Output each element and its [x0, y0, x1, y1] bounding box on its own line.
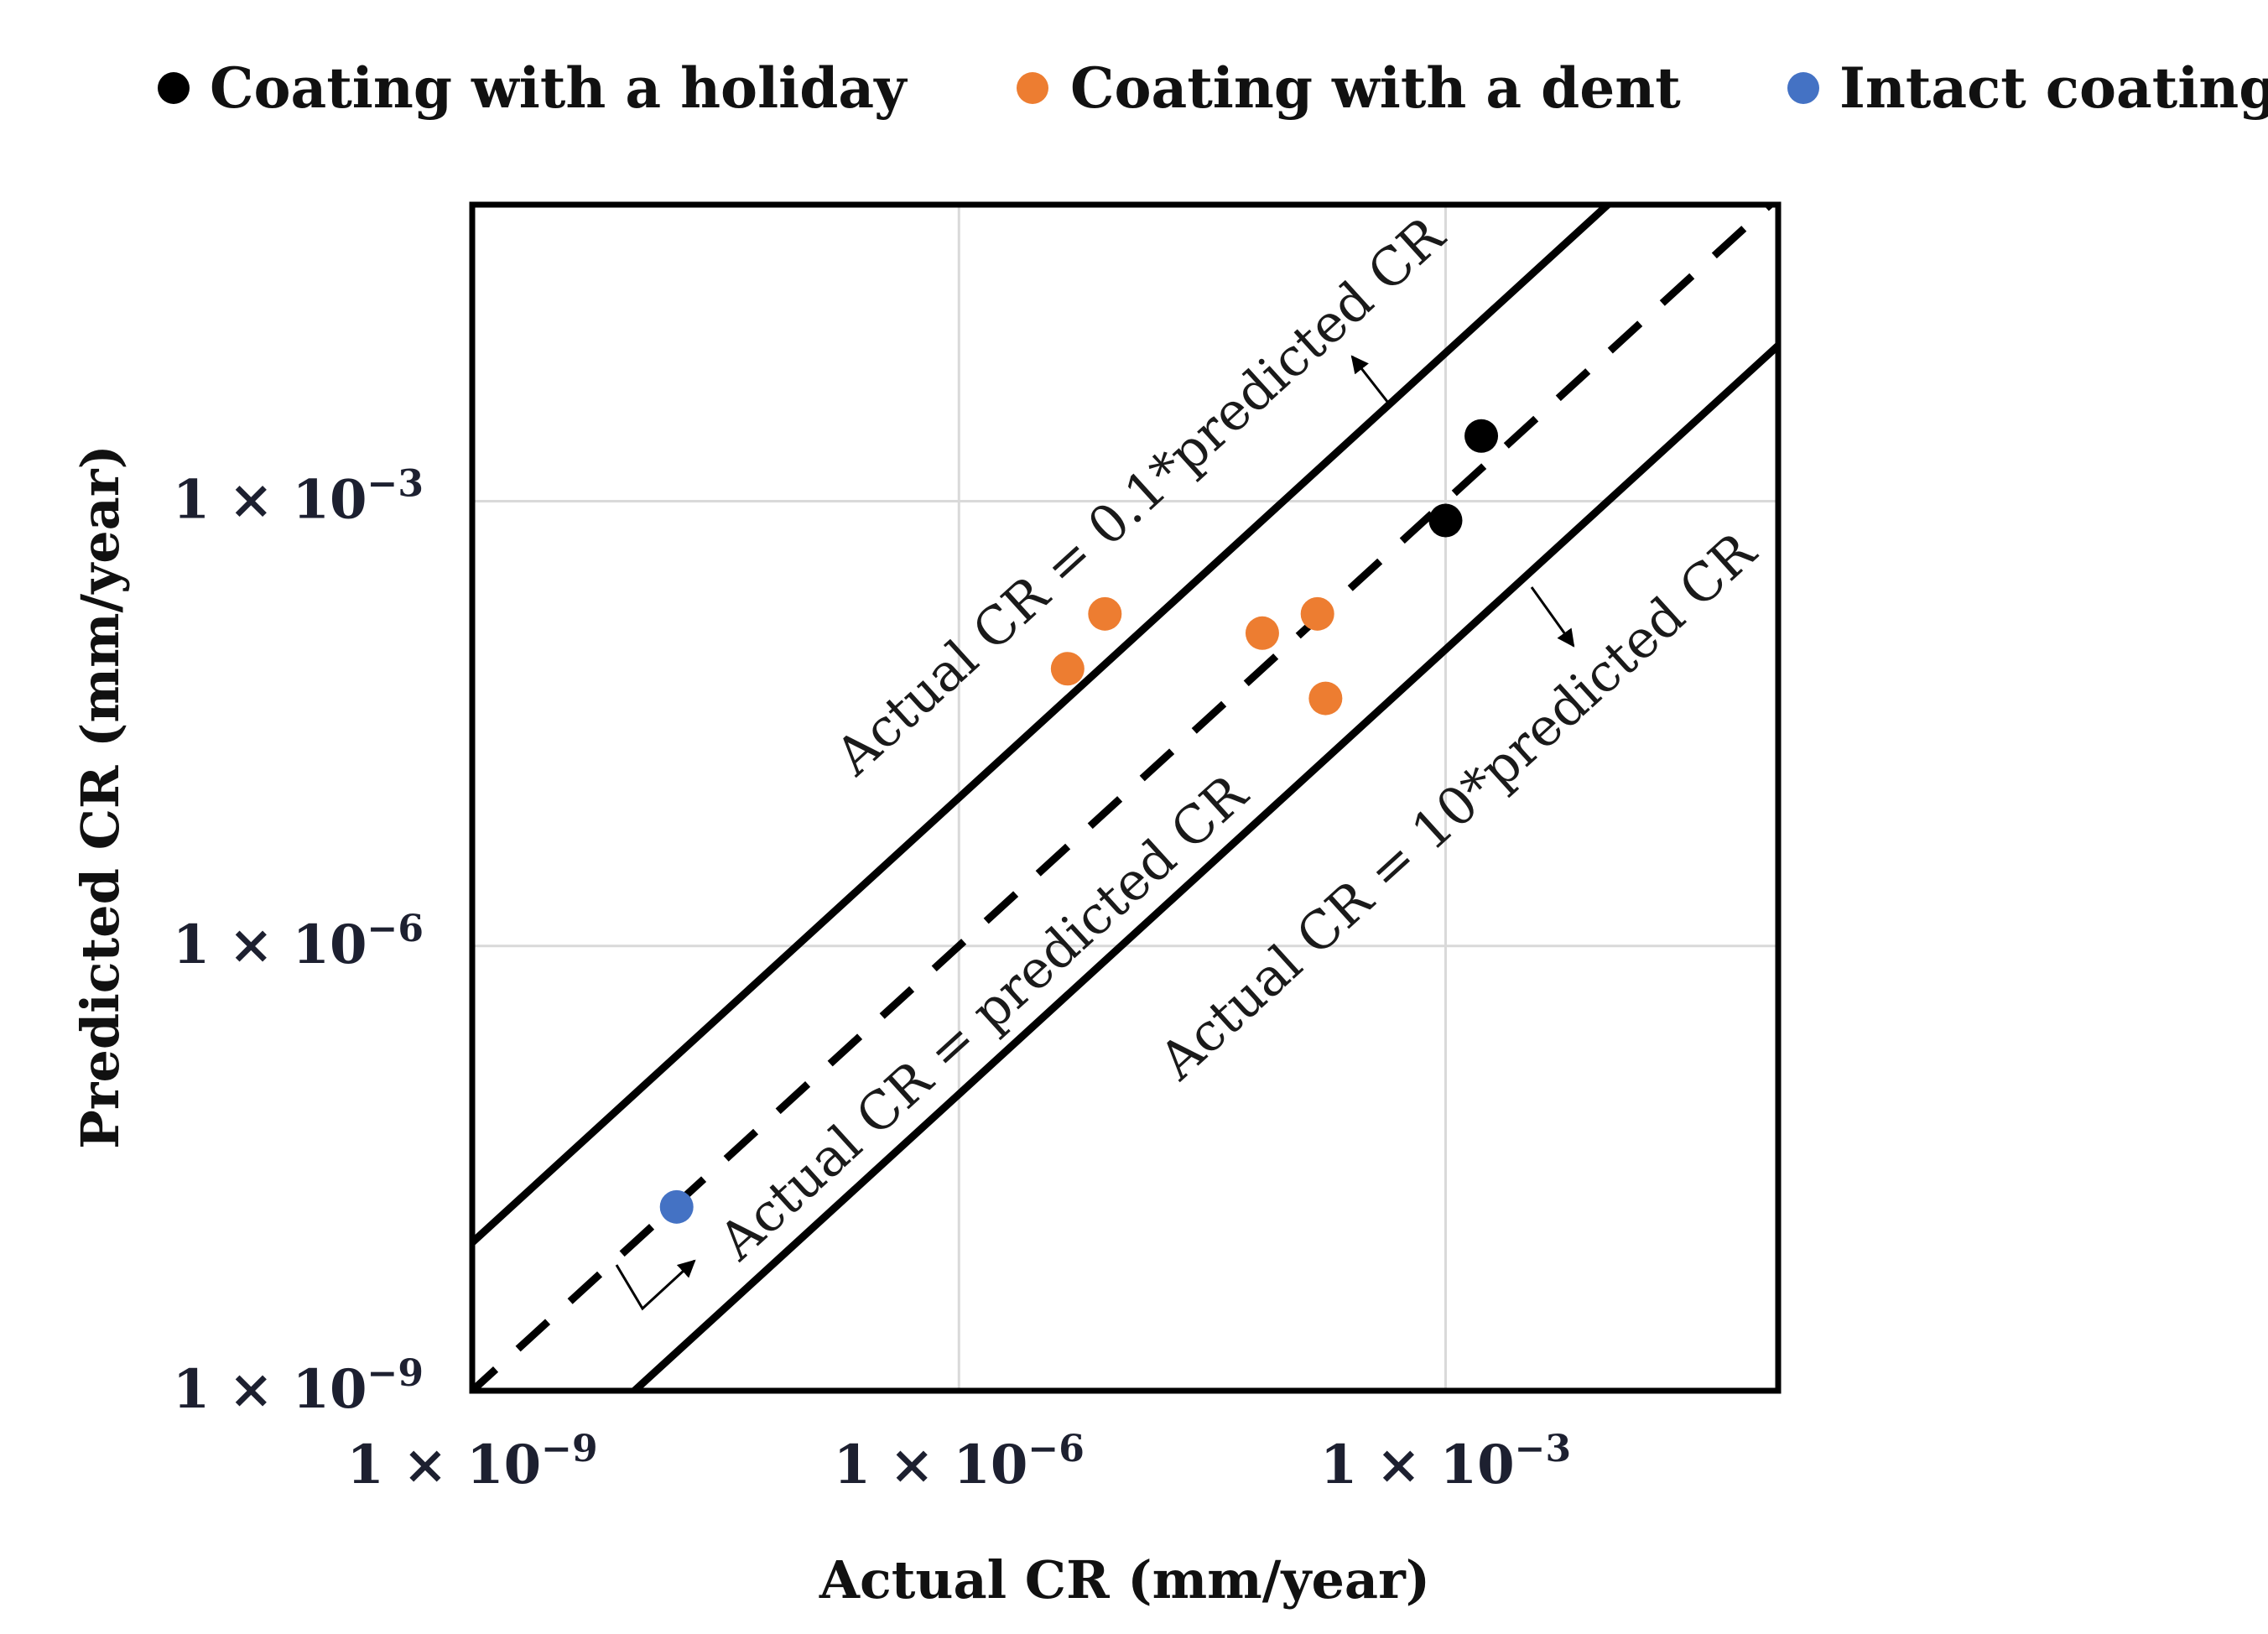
annotation-upper-bound: Actual CR = 0.1*predicted CR	[823, 204, 1457, 788]
legend-marker-dent	[1017, 72, 1048, 104]
x-axis-label: Actual CR (mm/year)	[819, 1549, 1430, 1611]
y-axis-label: Predicted CR (mm/year)	[70, 445, 131, 1149]
arrow-parity	[615, 1259, 696, 1311]
legend-label-dent: Coating with a dent	[1070, 55, 1681, 121]
arrow-lower-bound	[1530, 586, 1575, 648]
y-tick-labels: 1 × 10−9 1 × 10−6 1 × 10−3	[173, 463, 424, 1422]
y-tick-label-1: 1 × 10−6	[173, 908, 424, 976]
legend-item-holiday: Coating with a holiday	[158, 55, 908, 121]
legend-marker-holiday	[158, 72, 190, 104]
reference-line-upper-bound	[472, 205, 1614, 1248]
reference-lines	[472, 205, 1778, 1391]
annotation-parity: Actual CR = predicted CR	[706, 762, 1260, 1272]
reference-line-lower-bound	[628, 340, 1778, 1391]
y-tick-label-2: 1 × 10−3	[173, 463, 424, 532]
legend-item-dent: Coating with a dent	[1017, 55, 1681, 121]
data-point-coating-with-a-holiday-1	[1464, 419, 1499, 453]
data-points	[659, 419, 1499, 1224]
legend-item-intact: Intact coating	[1787, 55, 2268, 121]
data-point-coating-with-a-dent-1	[1088, 596, 1122, 631]
reference-line-parity	[472, 205, 1776, 1391]
annotation-arrows	[615, 355, 1575, 1311]
plot-frame	[469, 201, 1782, 1394]
data-point-intact-coating-0	[659, 1189, 694, 1224]
arrow-upper-bound	[1350, 355, 1390, 403]
x-tick-labels: 1 × 10−9 1 × 10−6 1 × 10−3	[346, 1428, 1571, 1496]
y-tick-label-0: 1 × 10−9	[173, 1352, 424, 1421]
legend-marker-intact	[1787, 72, 1819, 104]
x-tick-label-1: 1 × 10−6	[834, 1428, 1085, 1496]
data-point-coating-with-a-dent-3	[1300, 596, 1334, 631]
x-tick-label-2: 1 × 10−3	[1320, 1428, 1571, 1496]
legend: Coating with a holiday Coating with a de…	[158, 55, 2268, 121]
data-point-coating-with-a-dent-0	[1050, 652, 1085, 686]
legend-label-holiday: Coating with a holiday	[210, 55, 908, 121]
data-point-coating-with-a-holiday-0	[1428, 503, 1463, 538]
legend-label-intact: Intact coating	[1839, 55, 2268, 121]
data-point-coating-with-a-dent-2	[1245, 616, 1279, 650]
data-point-coating-with-a-dent-4	[1308, 681, 1343, 716]
x-tick-label-0: 1 × 10−9	[346, 1428, 597, 1496]
